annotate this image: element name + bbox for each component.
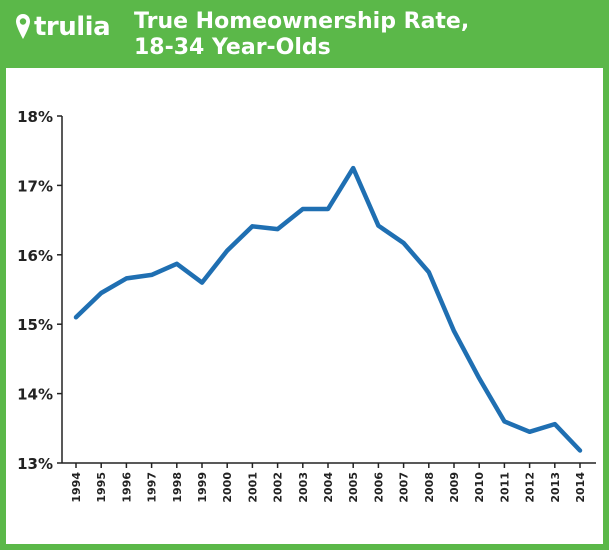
- x-tick-label: 2006: [372, 472, 385, 503]
- x-tick-label: 2008: [423, 472, 436, 503]
- x-tick-label: 1999: [196, 472, 209, 503]
- x-tick-label: 2007: [398, 472, 411, 503]
- data-point: [578, 449, 582, 453]
- data-point: [301, 207, 305, 211]
- data-point: [250, 224, 254, 228]
- map-pin-icon: [16, 14, 30, 39]
- data-point: [276, 227, 280, 231]
- chart-panel: 13% 14% 15% 16% 17% 18% 1994 1995 1996 1997 1998 19…: [6, 68, 603, 544]
- y-tick-label: 14%: [17, 386, 53, 404]
- data-point: [150, 273, 154, 277]
- y-tick-label: 16%: [17, 247, 53, 265]
- chart-title: True Homeownership Rate,: [134, 9, 470, 34]
- brand-name: trulia: [34, 12, 111, 42]
- x-tick-label: 2010: [473, 472, 486, 503]
- y-tick-label: 13%: [17, 455, 53, 473]
- data-point: [452, 329, 456, 333]
- data-point: [124, 276, 128, 280]
- header-bar: trulia True Homeownership Rate, 18-34 Ye…: [0, 0, 609, 66]
- data-point: [326, 207, 330, 211]
- data-point: [225, 249, 229, 253]
- series-line: [73, 165, 583, 453]
- x-tick-label: 1995: [95, 472, 108, 503]
- x-tick-label: 1997: [146, 472, 159, 503]
- x-tick-label: 2001: [246, 472, 259, 503]
- chart-subtitle: 18-34 Year-Olds: [134, 35, 331, 60]
- data-point: [74, 315, 78, 319]
- x-tick-label: 2000: [221, 472, 234, 503]
- x-tick-label: 1998: [171, 472, 184, 503]
- x-tick-label: 2011: [498, 472, 511, 503]
- data-point: [477, 376, 481, 380]
- x-tick-label: 1994: [70, 472, 83, 503]
- data-point: [99, 291, 103, 295]
- x-tick-label: 2013: [549, 472, 562, 503]
- x-tick-label: 2014: [574, 472, 587, 503]
- data-point: [427, 270, 431, 274]
- y-tick-label: 17%: [17, 177, 53, 195]
- data-point: [200, 281, 204, 285]
- data-point: [175, 262, 179, 266]
- data-point: [351, 166, 355, 170]
- data-point: [553, 422, 557, 426]
- brand-logo: trulia: [14, 12, 111, 42]
- x-tick-label: 2009: [448, 472, 461, 503]
- y-tick-label: 15%: [17, 316, 53, 334]
- data-point: [402, 241, 406, 245]
- x-tick-label: 2002: [272, 472, 285, 503]
- data-point: [376, 224, 380, 228]
- y-tick-label: 18%: [17, 108, 53, 126]
- data-point: [502, 419, 506, 423]
- line-chart: 13% 14% 15% 16% 17% 18% 1994 1995 1996 1997 1998 19…: [17, 108, 596, 503]
- data-point: [528, 430, 532, 434]
- x-tick-label: 2004: [322, 472, 335, 503]
- x-tick-label: 2005: [347, 472, 360, 503]
- x-tick-label: 2003: [297, 472, 310, 503]
- x-tick-label: 2012: [524, 472, 537, 503]
- x-tick-label: 1996: [120, 472, 133, 503]
- chart-title-block: True Homeownership Rate, 18-34 Year-Olds: [134, 9, 469, 61]
